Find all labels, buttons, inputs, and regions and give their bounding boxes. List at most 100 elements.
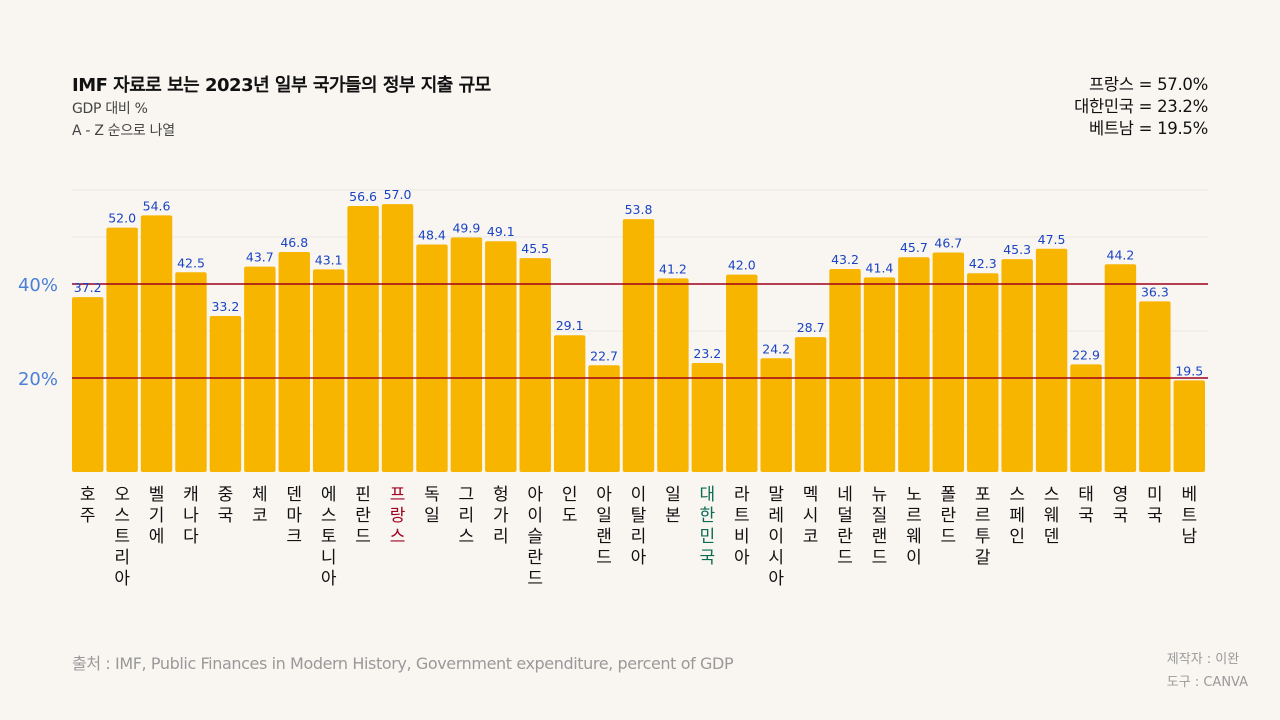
value-label: 46.8 <box>280 235 308 250</box>
bar <box>794 337 827 472</box>
value-label: 45.7 <box>900 240 928 255</box>
bar <box>519 258 551 472</box>
value-label: 52.0 <box>108 211 136 226</box>
credits: 제작자 : 이완 도구 : CANVA <box>1167 648 1248 694</box>
bars <box>72 204 1205 473</box>
bar <box>760 358 792 472</box>
bar <box>244 266 276 472</box>
bar <box>932 252 965 472</box>
value-label: 45.3 <box>1003 242 1031 257</box>
bar <box>140 215 173 472</box>
value-label: 49.1 <box>487 224 515 239</box>
value-label: 42.0 <box>728 258 756 273</box>
value-label: 22.7 <box>590 348 618 363</box>
value-label: 29.1 <box>556 318 584 333</box>
bar <box>1035 248 1068 472</box>
value-label: 45.5 <box>521 241 549 256</box>
bar <box>106 227 138 472</box>
value-label: 57.0 <box>384 187 412 202</box>
bar <box>657 278 689 472</box>
value-label: 42.5 <box>177 255 205 270</box>
bar <box>1104 264 1137 472</box>
bar <box>898 257 930 472</box>
bar <box>588 365 620 472</box>
bar <box>967 273 999 472</box>
bar <box>416 244 448 472</box>
bar <box>829 268 861 472</box>
y-axis-labels: 40% 20% <box>18 275 58 390</box>
category-labels: 호 주 오 스 트 리 아 벨 기 에 캐 나 다 중 국 체 코 덴 마 크 에 스 토 니 아 핀 란 드 프 랑 스 독 일 그 리 스 헝 가 리 아… <box>80 485 1198 589</box>
value-label: 22.9 <box>1072 347 1100 362</box>
bar <box>450 237 483 472</box>
value-label: 28.7 <box>797 320 825 335</box>
bar <box>622 219 655 472</box>
bar <box>312 269 345 472</box>
bar <box>347 205 379 473</box>
bar <box>72 297 104 472</box>
highlight-korea: 대한민국 = 23.2% <box>1074 97 1208 116</box>
bar <box>691 362 724 472</box>
value-label: 36.3 <box>1141 284 1169 299</box>
bar <box>1001 259 1033 472</box>
value-label: 54.6 <box>143 198 171 213</box>
value-label: 33.2 <box>211 299 239 314</box>
value-label: 43.7 <box>246 250 274 265</box>
value-label: 37.2 <box>74 280 102 295</box>
chart-subtitle-order: A - Z 순으로 나열 <box>72 123 175 139</box>
value-label: 41.4 <box>866 260 894 275</box>
value-label: 43.2 <box>831 252 859 267</box>
tool-credit: 도구 : CANVA <box>1166 675 1248 690</box>
highlight-france: 프랑스 = 57.0% <box>1089 75 1208 94</box>
bar <box>485 241 517 472</box>
y-axis-label: 20% <box>18 369 58 390</box>
highlight-values: 프랑스 = 57.0% 대한민국 = 23.2% 베트남 = 19.5% <box>1074 74 1208 140</box>
bar <box>553 335 586 472</box>
value-label: 49.9 <box>452 220 480 235</box>
value-label: 24.2 <box>762 341 790 356</box>
bar <box>1173 380 1205 472</box>
value-label: 48.4 <box>418 228 446 243</box>
value-label: 43.1 <box>315 252 343 267</box>
bar <box>175 272 207 472</box>
author-credit: 제작자 : 이완 <box>1166 652 1240 667</box>
bar <box>726 274 758 472</box>
reference-lines <box>72 283 1208 379</box>
value-label: 44.2 <box>1107 247 1135 262</box>
bar <box>278 252 310 472</box>
value-label: 23.2 <box>693 346 721 361</box>
value-label: 46.7 <box>934 236 962 251</box>
bar <box>381 204 414 472</box>
